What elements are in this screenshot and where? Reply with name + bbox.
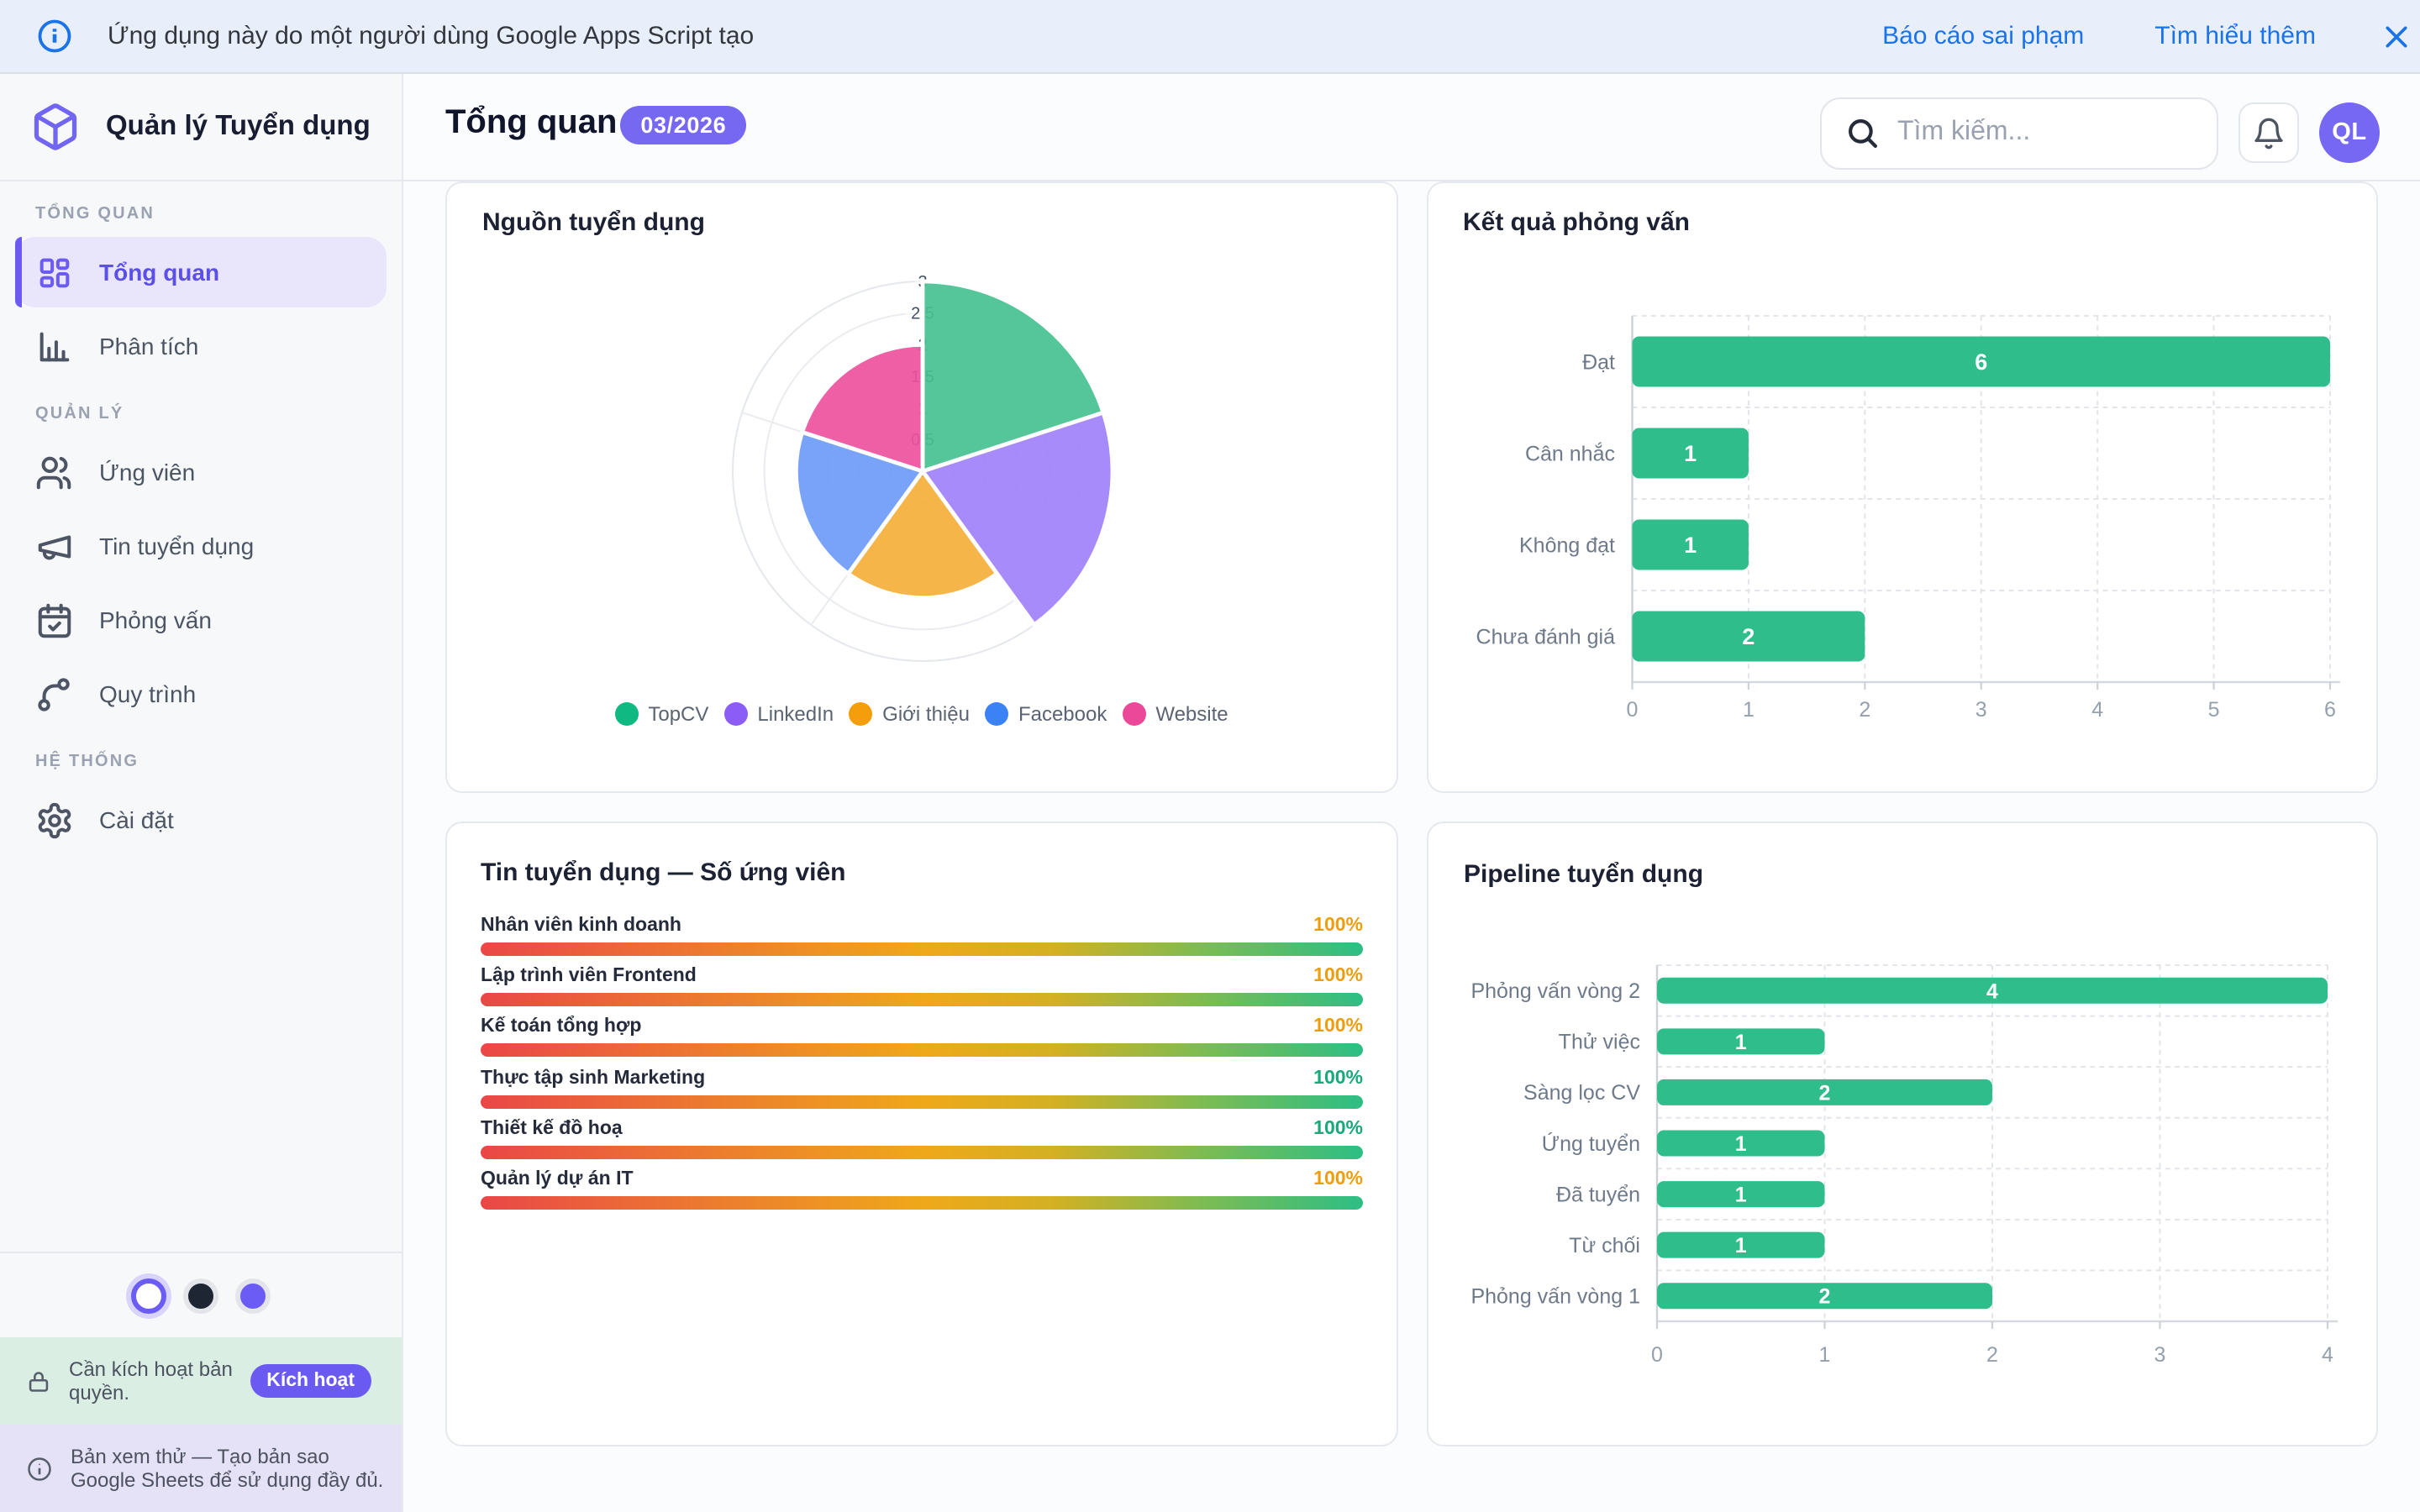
svg-text:Cân nhắc: Cân nhắc xyxy=(1524,441,1614,465)
svg-text:1: 1 xyxy=(1734,1131,1746,1155)
svg-text:Sàng lọc CV: Sàng lọc CV xyxy=(1523,1080,1639,1104)
svg-text:1: 1 xyxy=(1734,1183,1746,1206)
svg-text:0: 0 xyxy=(1626,698,1638,722)
svg-text:1: 1 xyxy=(1734,1030,1746,1053)
svg-text:4: 4 xyxy=(2321,1342,2333,1366)
svg-text:4: 4 xyxy=(2091,698,2102,722)
svg-text:Đã tuyển: Đã tuyển xyxy=(1555,1182,1639,1205)
svg-text:0: 0 xyxy=(1650,1342,1662,1366)
svg-text:5: 5 xyxy=(2207,698,2219,722)
svg-text:1: 1 xyxy=(1734,1233,1746,1257)
svg-text:1: 1 xyxy=(1683,533,1696,558)
svg-text:Từ chối: Từ chối xyxy=(1568,1233,1639,1257)
svg-text:3: 3 xyxy=(1975,698,1986,722)
svg-text:Thử việc: Thử việc xyxy=(1558,1030,1639,1053)
svg-text:Đạt: Đạt xyxy=(1581,350,1614,374)
svg-text:2: 2 xyxy=(1818,1284,1830,1308)
svg-text:Không đạt: Không đạt xyxy=(1518,533,1614,557)
svg-text:3: 3 xyxy=(2154,1342,2165,1366)
svg-text:2: 2 xyxy=(1858,698,1870,722)
svg-text:1: 1 xyxy=(1683,441,1696,466)
svg-text:Chưa đánh giá: Chưa đánh giá xyxy=(1476,625,1615,648)
svg-text:6: 6 xyxy=(2323,698,2335,722)
svg-text:2: 2 xyxy=(1986,1342,1997,1366)
svg-text:4: 4 xyxy=(1986,979,1997,1002)
svg-text:6: 6 xyxy=(1974,349,1986,375)
svg-text:Ứng tuyển: Ứng tuyển xyxy=(1541,1131,1639,1155)
svg-text:1: 1 xyxy=(1742,698,1754,722)
svg-text:Phỏng vấn vòng 2: Phỏng vấn vòng 2 xyxy=(1470,979,1639,1002)
svg-text:1: 1 xyxy=(1818,1342,1830,1366)
svg-text:Phỏng vấn vòng 1: Phỏng vấn vòng 1 xyxy=(1470,1284,1639,1308)
svg-text:2: 2 xyxy=(1741,624,1754,649)
svg-text:2: 2 xyxy=(1818,1080,1830,1104)
